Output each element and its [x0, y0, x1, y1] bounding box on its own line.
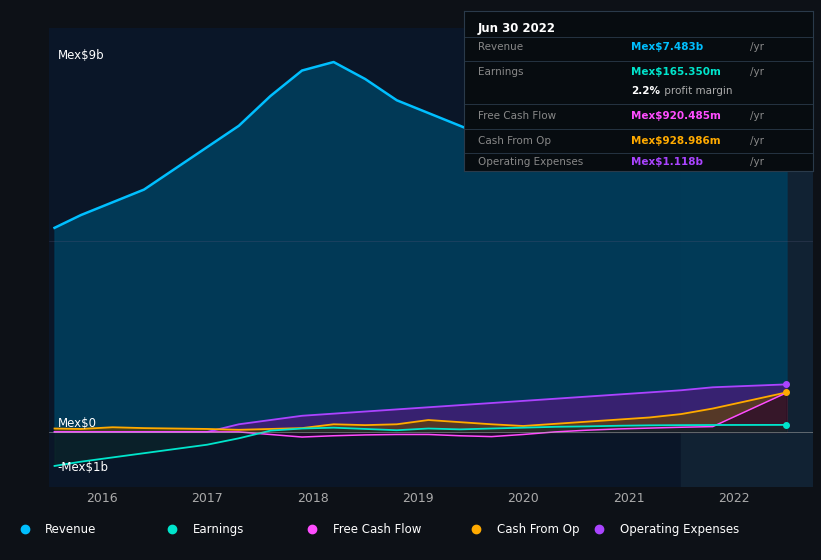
Text: Revenue: Revenue: [478, 42, 523, 52]
Text: Earnings: Earnings: [478, 67, 523, 77]
Text: Mex$0: Mex$0: [57, 417, 97, 430]
Text: Revenue: Revenue: [45, 522, 97, 536]
Text: Operating Expenses: Operating Expenses: [478, 157, 583, 167]
Text: Earnings: Earnings: [193, 522, 245, 536]
Text: Free Cash Flow: Free Cash Flow: [478, 111, 556, 121]
Text: Mex$9b: Mex$9b: [57, 49, 104, 62]
Text: /yr: /yr: [750, 111, 764, 121]
Text: Jun 30 2022: Jun 30 2022: [478, 22, 556, 35]
Text: Mex$1.118b: Mex$1.118b: [631, 157, 704, 167]
Text: Cash From Op: Cash From Op: [478, 136, 551, 146]
Text: Mex$7.483b: Mex$7.483b: [631, 42, 704, 52]
Text: /yr: /yr: [750, 67, 764, 77]
Bar: [681, 28, 813, 487]
Text: profit margin: profit margin: [661, 86, 732, 96]
Text: /yr: /yr: [750, 42, 764, 52]
Text: 2.2%: 2.2%: [631, 86, 660, 96]
Text: Free Cash Flow: Free Cash Flow: [333, 522, 421, 536]
Text: /yr: /yr: [750, 136, 764, 146]
Text: Mex$920.485m: Mex$920.485m: [631, 111, 721, 121]
Text: Mex$928.986m: Mex$928.986m: [631, 136, 721, 146]
Text: Operating Expenses: Operating Expenses: [620, 522, 739, 536]
Text: /yr: /yr: [750, 157, 764, 167]
Text: -Mex$1b: -Mex$1b: [57, 461, 108, 474]
Text: Cash From Op: Cash From Op: [497, 522, 579, 536]
Text: Mex$165.350m: Mex$165.350m: [631, 67, 721, 77]
